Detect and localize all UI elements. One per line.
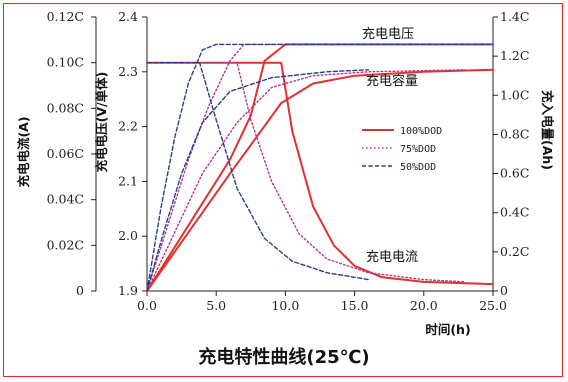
annotation-current: 充电电流 (366, 249, 418, 265)
voltage-line-50dod (146, 43, 494, 292)
capacity-tick-label: 0 (500, 283, 508, 298)
voltage-tick-label: 2.1 (118, 173, 138, 188)
capacity-tick-label: 1.0C (500, 87, 529, 102)
capacity-line-100dod (146, 68, 494, 292)
capacity-tick-label: 1.4C (500, 9, 529, 24)
x-tick-label: 25.0 (479, 298, 507, 313)
voltage-tick-label: 2.4 (118, 9, 138, 24)
voltage-tick-label: 2.0 (118, 228, 138, 243)
capacity-line-75dod (146, 69, 466, 292)
capacity-tick-label: 0.6C (500, 166, 529, 181)
chart-title: 充电特性曲线(25℃) (198, 347, 370, 368)
annotation-layer: 充电电压 充电容量 充电电流 (362, 26, 418, 265)
current-tick-label: 0.10C (47, 55, 84, 70)
voltage-tick-label: 1.9 (118, 283, 138, 298)
current-line-50dod (146, 62, 370, 281)
legend-label-75dod: 75%DOD (400, 144, 436, 155)
legend-label-100dod: 100%DOD (400, 126, 442, 137)
axis-title-layer: 充电电流(A) 充电电压(V/单体) 充入电量(Ah) 时间(h) (16, 72, 555, 337)
x-axis-title: 时间(h) (425, 322, 470, 337)
current-line-100dod (146, 61, 494, 286)
current-tick-label: 0.06C (47, 146, 84, 161)
capacity-tick-label: 1.2C (500, 48, 529, 63)
x-tick-label: 5.0 (206, 298, 226, 313)
current-axis-title: 充电电流(A) (16, 116, 31, 187)
annotation-capacity: 充电容量 (366, 73, 418, 89)
axes-layer: 0 0.02C 0.04C 0.06C 0.08C 0.10C 0.12C 1.9 2.0 2.1… (47, 9, 530, 313)
voltage-line-75dod (146, 43, 494, 292)
legend-label-50dod: 50%DOD (400, 162, 436, 173)
current-tick-label: 0.02C (47, 237, 84, 252)
current-line-75dod (146, 62, 466, 283)
x-tick-label: 20.0 (410, 298, 438, 313)
voltage-axis-title: 充电电压(V/单体) (94, 72, 109, 173)
series-layer (146, 43, 494, 292)
voltage-tick-label: 2.3 (118, 64, 138, 79)
capacity-tick-label: 0.2C (500, 244, 529, 259)
capacity-line-50dod (146, 69, 370, 292)
current-tick-label: 0.08C (47, 100, 84, 115)
current-tick-label: 0.04C (47, 192, 84, 207)
x-tick-label: 10.0 (271, 298, 299, 313)
capacity-axis-title: 充入电量(Ah) (540, 90, 555, 170)
capacity-tick-label: 0.4C (500, 205, 529, 220)
annotation-voltage: 充电电压 (362, 26, 414, 42)
x-tick-label: 15.0 (341, 298, 369, 313)
voltage-line-100dod (146, 43, 494, 292)
legend: 100%DOD 75%DOD 50%DOD (362, 126, 442, 173)
voltage-tick-label: 2.2 (118, 119, 138, 134)
capacity-tick-label: 0.8C (500, 126, 529, 141)
current-tick-label: 0 (76, 283, 84, 298)
current-tick-label: 0.12C (47, 9, 84, 24)
x-tick-label: 0.0 (137, 298, 157, 313)
